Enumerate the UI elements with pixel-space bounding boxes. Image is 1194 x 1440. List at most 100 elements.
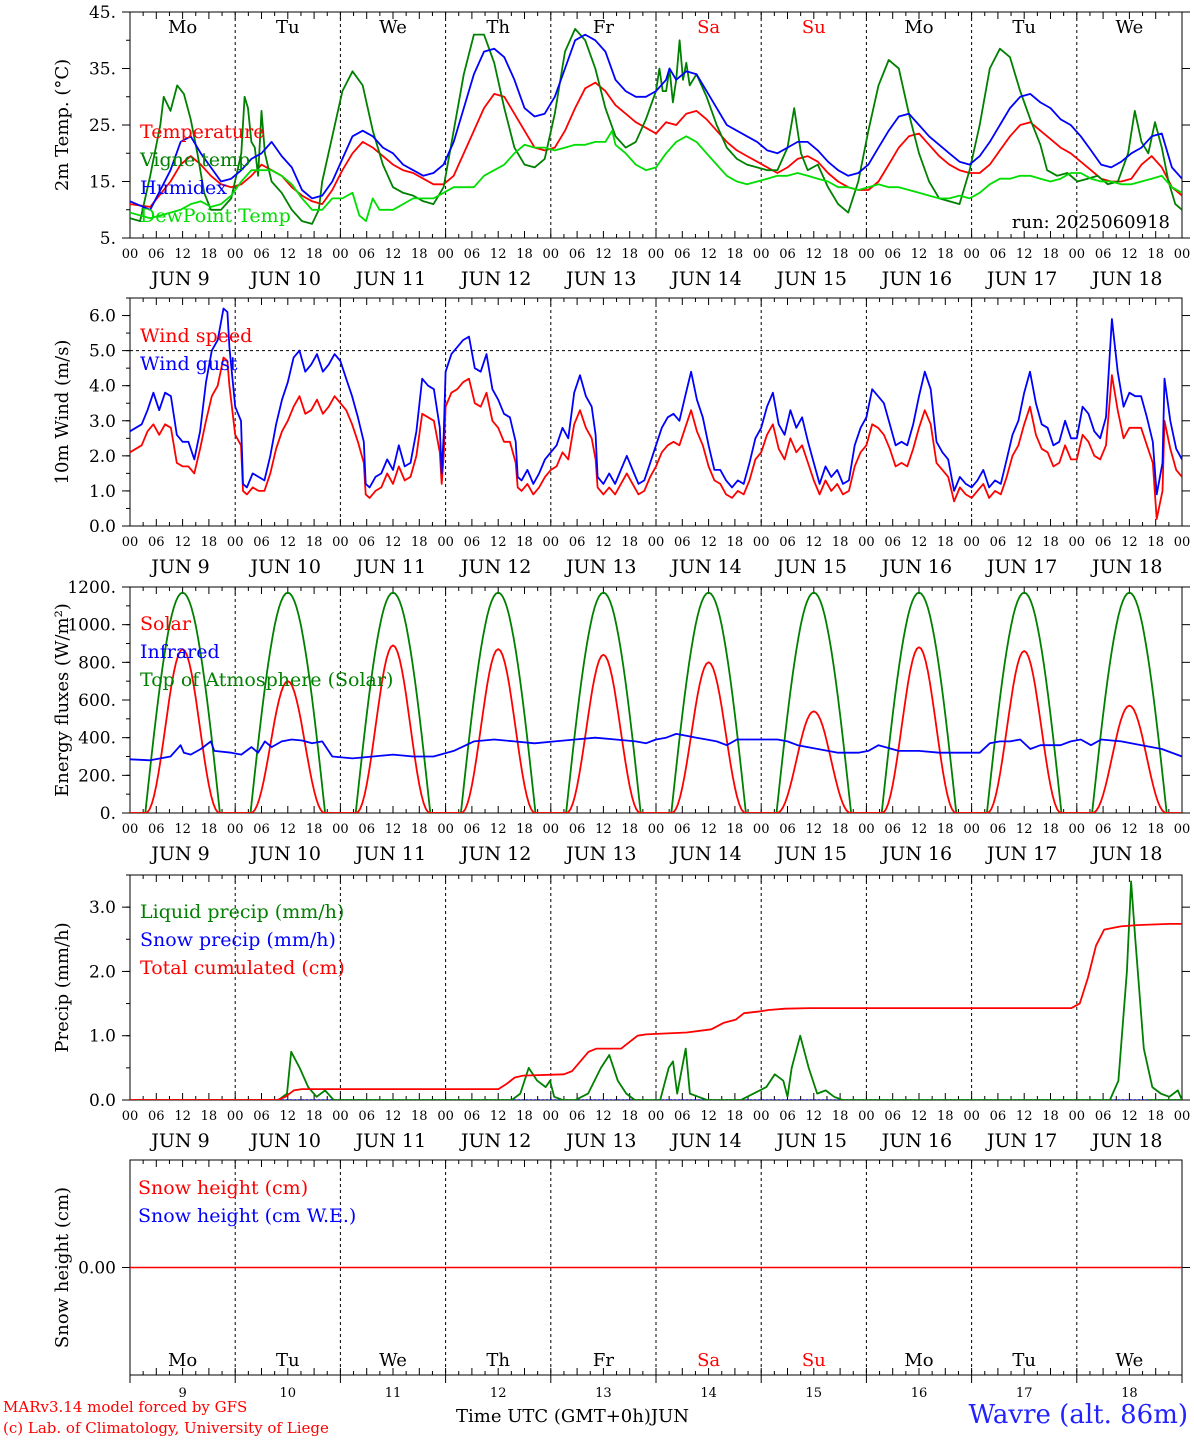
date-label: JUN 12 (459, 1130, 531, 1152)
hour-label: 00 (1069, 1109, 1086, 1124)
hour-label: 00 (753, 822, 770, 837)
hour-label: 00 (227, 535, 244, 550)
weekday-label: We (379, 1350, 407, 1371)
legend-entry: Temperature (140, 121, 264, 143)
hour-label: 12 (174, 247, 191, 262)
day-number-label: 18 (1121, 1386, 1138, 1401)
hour-label: 12 (280, 1109, 297, 1124)
hour-label: 12 (911, 535, 928, 550)
hour-label: 06 (253, 247, 270, 262)
hour-label: 06 (148, 822, 165, 837)
hour-label: 12 (1121, 247, 1138, 262)
hour-label: 12 (385, 535, 402, 550)
hour-label: 12 (806, 247, 823, 262)
hour-label: 00 (753, 1109, 770, 1124)
hour-label: 06 (779, 535, 796, 550)
date-label: JUN 10 (248, 268, 320, 290)
hour-label: 18 (1042, 822, 1059, 837)
hour-label: 18 (1147, 247, 1164, 262)
hour-label: 00 (437, 1109, 454, 1124)
date-label: JUN 17 (985, 556, 1057, 578)
date-label: JUN 16 (880, 268, 952, 290)
y-tick-label: 35. (89, 60, 116, 80)
hour-label: 06 (569, 247, 586, 262)
y-tick-label: 600. (78, 691, 116, 711)
weekday-label: Th (486, 17, 510, 38)
hour-label: 18 (201, 247, 218, 262)
hour-label: 12 (385, 822, 402, 837)
hour-label: 06 (148, 1109, 165, 1124)
hour-label: 12 (1016, 822, 1033, 837)
hour-label: 12 (911, 1109, 928, 1124)
day-number-label: 11 (385, 1386, 402, 1401)
weekday-label: Fr (593, 17, 614, 38)
hour-label: 00 (543, 247, 560, 262)
hour-label: 00 (753, 247, 770, 262)
hour-label: 00 (858, 247, 875, 262)
hour-label: 00 (437, 822, 454, 837)
y-tick-label: 45. (89, 3, 116, 23)
hour-label: 18 (516, 535, 533, 550)
weekday-label: We (379, 17, 407, 38)
date-label: JUN 15 (774, 556, 846, 578)
weekday-label: Su (802, 17, 826, 38)
y-tick-label: 2.0 (89, 962, 116, 982)
copyright-credit: (c) Lab. of Climatology, University of L… (3, 1419, 329, 1437)
date-label: JUN 17 (985, 843, 1057, 865)
hour-label: 06 (1095, 1109, 1112, 1124)
hour-label: 00 (122, 1109, 139, 1124)
day-number-label: 12 (490, 1386, 507, 1401)
legend-entry: Humidex (140, 177, 227, 199)
date-label: JUN 18 (1090, 843, 1162, 865)
date-label: JUN 12 (459, 556, 531, 578)
legend-entry: Snow precip (mm/h) (140, 929, 336, 951)
hour-label: 12 (490, 1109, 507, 1124)
hour-label: 12 (700, 535, 717, 550)
hour-label: 00 (1069, 535, 1086, 550)
y-tick-label: 0.00 (78, 1259, 116, 1279)
hour-label: 12 (700, 1109, 717, 1124)
hour-label: 18 (727, 822, 744, 837)
date-label: JUN 10 (248, 556, 320, 578)
hour-label: 12 (174, 1109, 191, 1124)
series-line-wind-speed (130, 356, 1182, 520)
y-tick-label: 3.0 (89, 412, 116, 432)
hour-label: 00 (963, 247, 980, 262)
date-label: JUN 11 (354, 268, 426, 290)
y-tick-label: 3.0 (89, 898, 116, 918)
hour-label: 00 (1069, 822, 1086, 837)
hour-label: 06 (464, 1109, 481, 1124)
panel-3: 0. 200. 400. 600. 800. 1000. 1200. Energy fluxe… (52, 578, 1190, 865)
legend-entry: Snow height (cm) (138, 1177, 308, 1199)
hour-label: 12 (806, 535, 823, 550)
y-tick-label: 800. (78, 653, 116, 673)
hour-label: 00 (1174, 535, 1191, 550)
hour-label: 00 (332, 822, 349, 837)
legend-entry: Snow height (cm W.E.) (138, 1205, 356, 1227)
date-label: JUN 16 (880, 843, 952, 865)
hour-label: 18 (201, 1109, 218, 1124)
hour-label: 18 (832, 822, 849, 837)
hour-label: 06 (253, 535, 270, 550)
panel-4: 0.0 1.0 2.0 3.0 Precip (mm/h) 00 06 12 18 00 06 12 1… (52, 874, 1190, 1152)
date-label: JUN 10 (248, 843, 320, 865)
series-group (130, 880, 1182, 1100)
hour-label: 12 (1121, 535, 1138, 550)
hour-label: 06 (148, 535, 165, 550)
hour-label: 18 (832, 1109, 849, 1124)
y-axis-label: Snow height (cm) (52, 1187, 73, 1348)
hour-label: 06 (1095, 247, 1112, 262)
hour-label: 06 (569, 822, 586, 837)
series-line-toa-solar (130, 591, 1182, 813)
weekday-label: Tu (276, 1350, 300, 1371)
legend-entry: Wind gust (140, 353, 238, 375)
hour-label: 18 (201, 535, 218, 550)
y-tick-label: 0.0 (89, 517, 116, 537)
hour-label: 12 (806, 1109, 823, 1124)
hour-label: 12 (595, 822, 612, 837)
hour-label: 00 (122, 535, 139, 550)
hour-label: 18 (1147, 1109, 1164, 1124)
hour-label: 00 (858, 1109, 875, 1124)
hour-label: 18 (727, 1109, 744, 1124)
hour-label: 18 (1042, 535, 1059, 550)
